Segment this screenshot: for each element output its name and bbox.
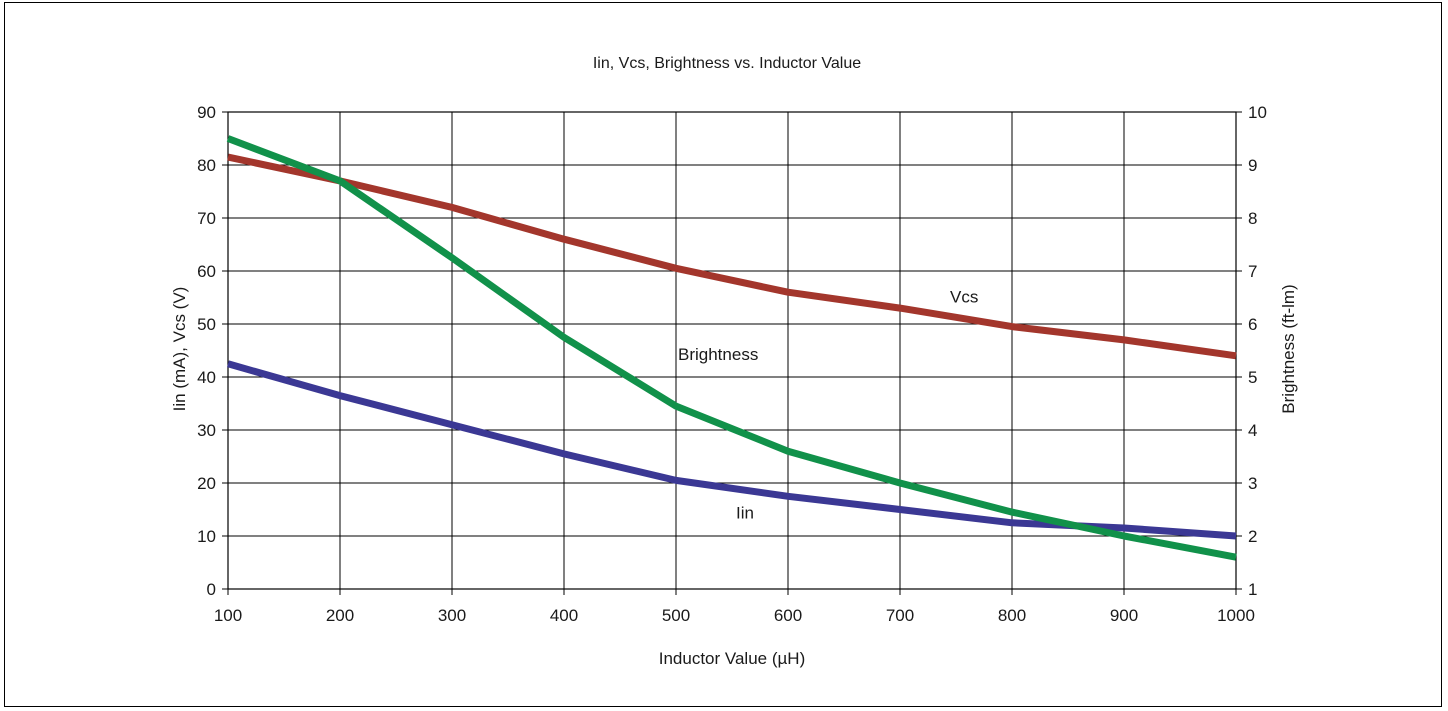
x-tick-label: 300 (438, 606, 466, 625)
series-label-brightness: Brightness (678, 345, 758, 364)
y-tick-labels: 0 10 20 30 40 50 60 70 80 90 (197, 103, 216, 599)
y-tick-label: 20 (197, 474, 216, 493)
x-tick-label: 400 (550, 606, 578, 625)
y-tick-label: 50 (197, 315, 216, 334)
y2-tick-label: 7 (1248, 262, 1257, 281)
y2-tick-label: 8 (1248, 209, 1257, 228)
series-line-brightness (226, 135, 1237, 561)
y-tick-label: 10 (197, 527, 216, 546)
x-tick-label: 200 (326, 606, 354, 625)
y-axis-label: Iin (mA), Vcs (V) (170, 287, 189, 412)
y-tick-label: 0 (207, 580, 216, 599)
y2-axis-label: Brightness (ft-lm) (1279, 284, 1298, 413)
y2-tick-label: 5 (1248, 368, 1257, 387)
y2-tick-label: 9 (1248, 156, 1257, 175)
x-tick-label: 500 (662, 606, 690, 625)
chart-title: Iin, Vcs, Brightness vs. Inductor Value (593, 55, 861, 72)
x-tick-label: 800 (998, 606, 1026, 625)
y-tick-label: 40 (197, 368, 216, 387)
y2-tick-label: 3 (1248, 474, 1257, 493)
x-tick-label: 100 (214, 606, 242, 625)
y2-tick-label: 10 (1248, 103, 1267, 122)
y-tick-label: 60 (197, 262, 216, 281)
y-tick-label: 80 (197, 156, 216, 175)
y2-tick-label: 4 (1248, 421, 1257, 440)
x-tick-label: 600 (774, 606, 802, 625)
series-layer (226, 135, 1237, 561)
plot-area-border (227, 111, 1237, 590)
x-tick-label: 1000 (1217, 606, 1255, 625)
y2-tick-label: 1 (1248, 580, 1257, 599)
y2-tick-label: 6 (1248, 315, 1257, 334)
series-line-vcs (227, 153, 1237, 360)
x-tick-label: 700 (886, 606, 914, 625)
series-label-iin: Iin (736, 503, 754, 522)
series-label-vcs: Vcs (950, 288, 978, 307)
x-tick-label: 900 (1110, 606, 1138, 625)
y-tick-label: 90 (197, 103, 216, 122)
x-axis-label: Inductor Value (µH) (659, 649, 805, 668)
x-tick-labels: 100 200 300 400 500 600 700 800 900 1000 (214, 606, 1255, 625)
series-labels: Vcs Iin Brightness (678, 288, 978, 523)
y2-tick-labels: 1 2 3 4 5 6 7 8 9 10 (1248, 103, 1267, 599)
series-line-iin (227, 360, 1237, 540)
y-tick-label: 30 (197, 421, 216, 440)
y-tick-label: 70 (197, 209, 216, 228)
y2-tick-label: 2 (1248, 527, 1257, 546)
